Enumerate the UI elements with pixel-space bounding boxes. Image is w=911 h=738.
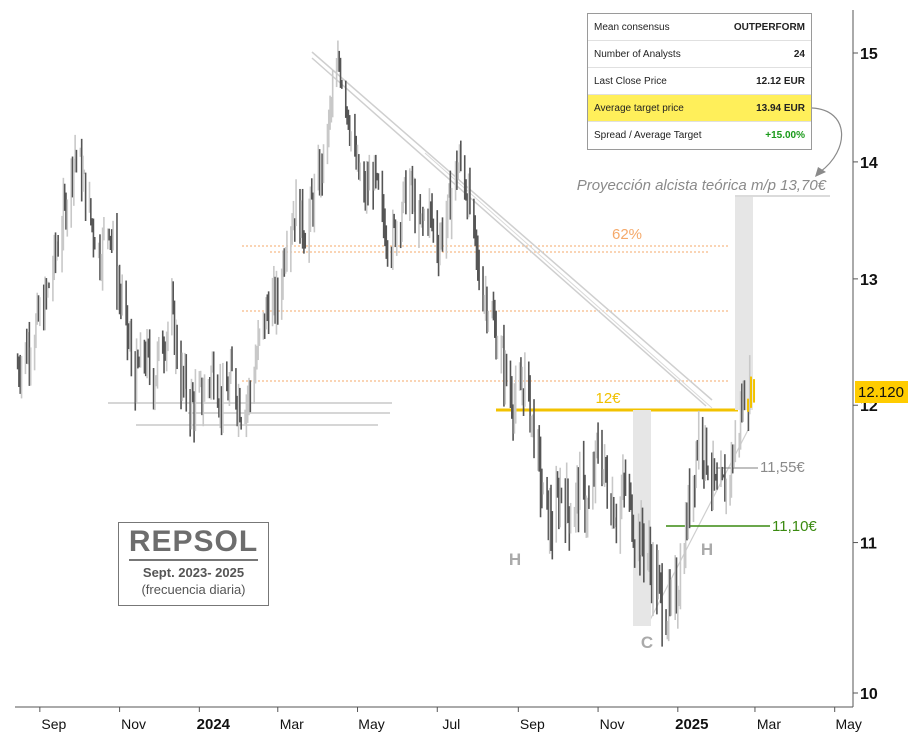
target-price-row: Average target price 13.94 EUR xyxy=(588,95,811,122)
level-1155-label: 11,55€ xyxy=(760,459,805,476)
price-bars xyxy=(16,40,756,647)
consensus-row: Mean consensus OUTPERFORM xyxy=(588,14,811,41)
target-arrow-icon xyxy=(811,107,843,173)
consensus-table: Mean consensus OUTPERFORM Number of Anal… xyxy=(587,13,812,150)
consensus-label: Mean consensus xyxy=(594,21,670,33)
consensus-value: OUTPERFORM xyxy=(733,21,805,33)
x-tick-label: 2024 xyxy=(197,716,231,733)
y-tick-label: 13 xyxy=(860,272,878,289)
downtrend-line-2 xyxy=(311,57,707,407)
x-tick-label: Nov xyxy=(600,716,625,732)
analysts-label: Number of Analysts xyxy=(594,48,681,60)
x-tick-label: Sep xyxy=(41,716,66,732)
target-price-value: 13.94 EUR xyxy=(756,102,805,114)
neckline-label: 12€ xyxy=(595,390,621,407)
last-price-label: 12.120 xyxy=(858,384,904,401)
spread-label: Spread / Average Target xyxy=(594,130,702,141)
frequency-label: (frecuencia diaria) xyxy=(141,582,246,597)
title-rule xyxy=(129,559,258,561)
projection-label: Proyección alcista teórica m/p 13,70€ xyxy=(577,177,827,194)
last-close-row: Last Close Price 12.12 EUR xyxy=(588,68,811,95)
chart-title-box: REPSOL Sept. 2023- 2025 (frecuencia diar… xyxy=(118,522,269,606)
right-shoulder-label: H xyxy=(701,540,713,559)
analysts-row: Number of Analysts 24 xyxy=(588,41,811,68)
x-tick-label: Nov xyxy=(121,716,146,732)
x-tick-label: May xyxy=(358,716,384,732)
x-tick-label: 2025 xyxy=(675,716,708,733)
period-label: Sept. 2023- 2025 xyxy=(142,565,245,580)
head-label: C xyxy=(641,633,653,652)
y-tick-label: 11 xyxy=(860,536,877,553)
x-tick-label: Mar xyxy=(757,716,781,732)
arrowhead-icon xyxy=(815,167,826,177)
last-close-value: 12.12 EUR xyxy=(756,75,805,87)
last-price-badge xyxy=(855,381,908,403)
x-tick-label: May xyxy=(835,716,861,732)
projection-zone xyxy=(735,197,753,410)
x-tick-label: Jul xyxy=(442,716,460,732)
level-1110-label: 11,10€ xyxy=(772,518,817,535)
x-tick-label: Mar xyxy=(280,716,304,732)
target-price-label: Average target price xyxy=(594,102,684,114)
spread-row: Spread / Average Target +15.00% xyxy=(588,122,811,149)
company-name: REPSOL xyxy=(128,525,259,558)
y-tick-label: 15 xyxy=(860,46,878,63)
spread-value: +15.00% xyxy=(765,130,805,141)
downtrend-line-3 xyxy=(424,152,713,409)
y-tick-label: 10 xyxy=(860,686,878,703)
fib-62-label: 62% xyxy=(612,226,642,243)
left-shoulder-label: H xyxy=(509,550,521,569)
analysts-value: 24 xyxy=(793,48,805,60)
y-tick-label: 14 xyxy=(860,155,878,172)
x-axis-ticks: Sep Nov 2024 Mar May Jul Sep Nov 2025 Mar May xyxy=(39,707,862,733)
downtrend-line-1 xyxy=(311,51,713,401)
x-tick-label: Sep xyxy=(520,716,545,732)
last-close-label: Last Close Price xyxy=(594,75,667,87)
